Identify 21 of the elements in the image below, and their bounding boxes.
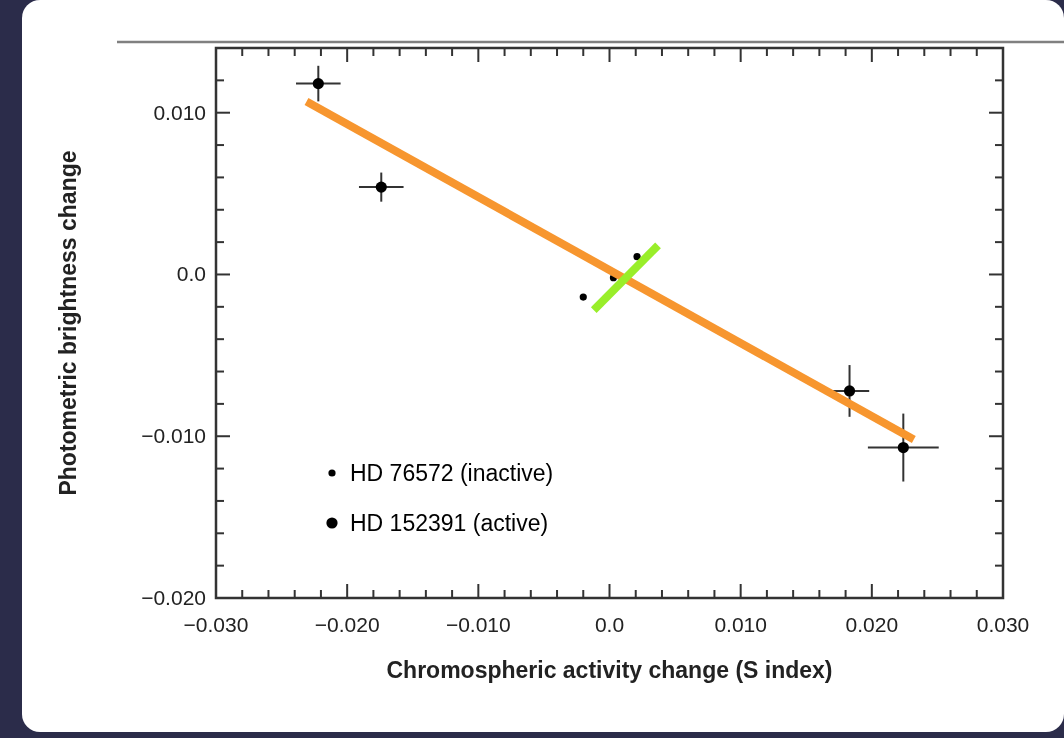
point (843, 385, 856, 397)
point (312, 77, 324, 90)
point (579, 293, 587, 301)
y-tick-label: −0.010 (141, 424, 206, 448)
y-tick-label: 0.010 (153, 100, 206, 124)
point (375, 181, 387, 193)
y-tick-label: −0.020 (141, 586, 206, 609)
point (633, 253, 641, 261)
y-axis-title: Photometric brightness change (55, 150, 81, 496)
x-tick-label: 0.020 (845, 613, 899, 636)
x-tick-label: 0.010 (714, 613, 767, 636)
x-tick-label: −0.010 (445, 613, 511, 636)
x-tick-label: 0.0 (594, 613, 625, 636)
x-tick-label: −0.020 (314, 613, 380, 636)
legend-label: HD 152391 (active) (350, 510, 549, 536)
x-axis-title: Chromospheric activity change (S index) (386, 657, 833, 683)
legend-label: HD 76572 (inactive) (350, 460, 554, 486)
x-tick-label: −0.030 (183, 613, 249, 636)
y-tick-label: 0.0 (176, 262, 206, 286)
x-tick-label: 0.030 (976, 613, 1030, 636)
point (897, 441, 909, 454)
